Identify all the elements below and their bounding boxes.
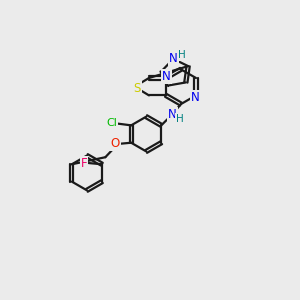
Text: O: O — [110, 137, 120, 150]
Text: N: N — [162, 70, 171, 83]
Text: S: S — [133, 82, 141, 95]
Text: H: H — [178, 50, 185, 60]
Text: N: N — [191, 91, 200, 104]
Text: N: N — [169, 52, 178, 65]
Text: F: F — [81, 157, 87, 169]
Text: N: N — [168, 108, 177, 121]
Text: Cl: Cl — [106, 118, 117, 128]
Text: H: H — [176, 114, 184, 124]
